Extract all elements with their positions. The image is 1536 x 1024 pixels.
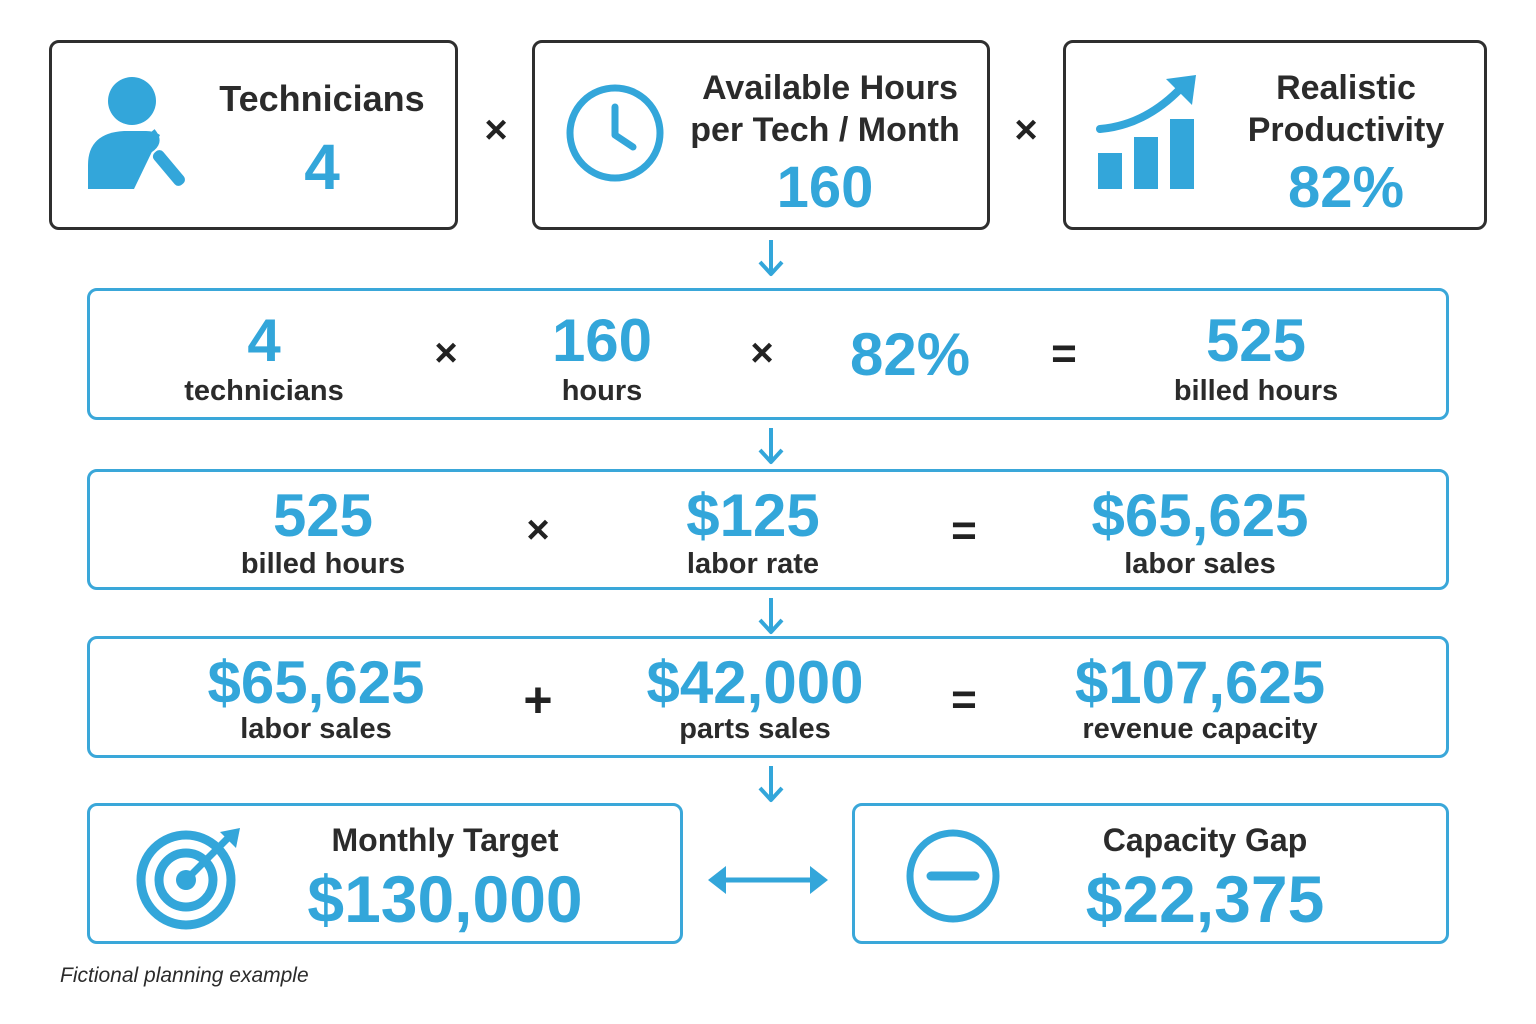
step2-labor-sales-label: labor sales <box>1124 548 1276 580</box>
step3-revenue-capacity-value: $107,625 <box>1074 649 1326 716</box>
hours-card: Available Hours per Tech / Month 160 <box>532 40 990 230</box>
step2-labor-sales-value: $65,625 <box>1091 482 1309 549</box>
flow-arrow-2 <box>758 428 784 464</box>
compare-double-arrow <box>708 866 828 894</box>
hours-title-line2: per Tech / Month <box>690 111 960 149</box>
input-multiply-1: × <box>484 108 508 152</box>
step3-parts-sales-label: parts sales <box>679 713 831 745</box>
step3-labor-sales-label: labor sales <box>240 713 392 745</box>
capacity-gap-value: $22,375 <box>1085 862 1325 936</box>
step1-multiply-1: × <box>434 331 458 375</box>
input-multiply-2: × <box>1014 108 1038 152</box>
clock-icon <box>566 84 664 182</box>
step1-technicians-value: 4 <box>247 307 281 374</box>
technicians-card: Technicians 4 <box>49 40 458 230</box>
productivity-card: Realistic Productivity 82% <box>1063 40 1487 230</box>
target-icon <box>136 828 240 930</box>
capacity-gap-title: Capacity Gap <box>1102 822 1308 858</box>
step1-hours-value: 160 <box>551 307 653 374</box>
step2-billed-hours-label: billed hours <box>240 548 406 580</box>
hours-title-line1: Available Hours <box>702 69 958 107</box>
monthly-target-title: Monthly Target <box>331 822 559 858</box>
productivity-title-line2: Productivity <box>1247 111 1445 149</box>
revenue-capacity-calc-row: $65,625 labor sales + $42,000 parts sale… <box>87 636 1449 758</box>
step1-equals: = <box>1051 329 1077 378</box>
productivity-value: 82% <box>1287 155 1405 220</box>
technicians-value: 4 <box>304 131 340 203</box>
technicians-title: Technicians <box>219 78 425 119</box>
step3-equals: = <box>951 675 977 724</box>
step2-multiply: × <box>526 508 550 552</box>
step1-billed-hours-label: billed hours <box>1173 375 1339 407</box>
step2-billed-hours-value: 525 <box>272 482 374 549</box>
step1-billed-hours-value: 525 <box>1205 307 1307 374</box>
flow-arrow-3 <box>758 598 784 634</box>
step3-plus: + <box>523 672 553 728</box>
flow-arrow-1 <box>758 240 784 276</box>
footnote: Fictional planning example <box>60 964 309 987</box>
step2-labor-rate-label: labor rate <box>686 548 820 580</box>
flow-arrow-4 <box>758 766 784 802</box>
productivity-title-line1: Realistic <box>1276 69 1416 107</box>
step3-parts-sales-value: $42,000 <box>646 649 864 716</box>
step1-multiply-2: × <box>750 331 774 375</box>
monthly-target-card: Monthly Target $130,000 <box>87 803 683 944</box>
step1-hours-label: hours <box>561 375 643 407</box>
step2-equals: = <box>951 506 977 555</box>
labor-sales-calc-row: 525 billed hours × $125 labor rate = $65… <box>87 469 1449 590</box>
hours-value: 160 <box>776 155 874 220</box>
step1-technicians-label: technicians <box>184 375 344 407</box>
step3-labor-sales-value: $65,625 <box>207 649 425 716</box>
capacity-gap-card: Capacity Gap $22,375 <box>852 803 1449 944</box>
technician-wrench-icon <box>88 77 185 189</box>
step3-revenue-capacity-label: revenue capacity <box>1082 713 1318 745</box>
step2-labor-rate-value: $125 <box>686 482 820 549</box>
minus-circle-icon <box>906 829 1000 923</box>
billed-hours-calc-row: 4 technicians × 160 hours × 82% = 525 bi… <box>87 288 1449 420</box>
growth-chart-icon <box>1096 75 1196 189</box>
step1-productivity-value: 82% <box>849 321 971 388</box>
monthly-target-value: $130,000 <box>307 862 583 936</box>
